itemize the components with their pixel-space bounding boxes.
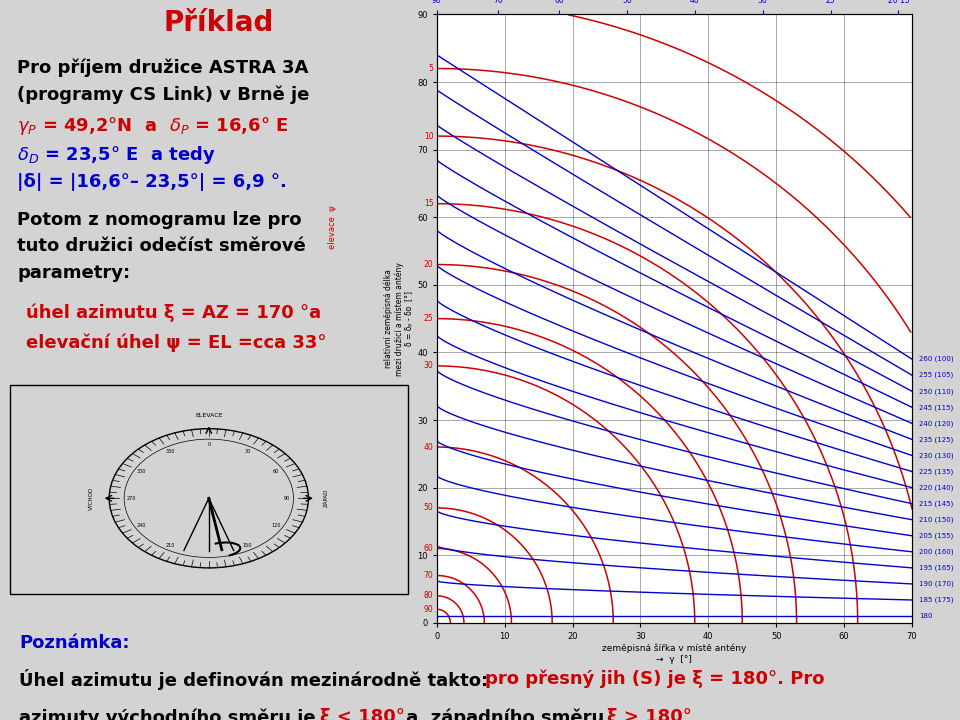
Text: 5: 5 xyxy=(428,64,433,73)
Text: 210: 210 xyxy=(165,543,175,548)
Text: 0: 0 xyxy=(207,441,210,446)
Text: 25: 25 xyxy=(423,314,433,323)
Text: 215 (145): 215 (145) xyxy=(919,500,953,507)
Text: 250 (110): 250 (110) xyxy=(919,388,953,395)
Text: $\gamma_P$ = 49,2°N  a  $\delta_P$ = 16,6° E: $\gamma_P$ = 49,2°N a $\delta_P$ = 16,6°… xyxy=(17,114,289,137)
Text: (93)
267: (93) 267 xyxy=(511,0,526,1)
Text: 210 (150): 210 (150) xyxy=(919,516,953,523)
Text: parametry:: parametry: xyxy=(17,264,131,282)
Text: 70: 70 xyxy=(423,571,433,580)
Text: úhel azimutu ξ = AZ = 170 °a: úhel azimutu ξ = AZ = 170 °a xyxy=(26,303,322,322)
X-axis label: zeměpisná šířka v místě antény
→  γ  [°]: zeměpisná šířka v místě antény → γ [°] xyxy=(602,644,747,664)
Text: Pro příjem družice ASTRA 3A: Pro příjem družice ASTRA 3A xyxy=(17,59,309,77)
Text: 255 (105): 255 (105) xyxy=(919,372,953,379)
Text: 225 (135): 225 (135) xyxy=(919,468,953,474)
Text: 180: 180 xyxy=(919,613,932,619)
Text: Příklad: Příklad xyxy=(163,9,274,37)
Text: 60: 60 xyxy=(273,469,279,474)
Text: 300: 300 xyxy=(137,469,146,474)
Text: Poznámka:: Poznámka: xyxy=(19,634,130,652)
Text: 30: 30 xyxy=(423,361,433,370)
Text: 50: 50 xyxy=(423,503,433,513)
Text: 90: 90 xyxy=(423,605,433,613)
Text: elevační úhel ψ = EL =cca 33°: elevační úhel ψ = EL =cca 33° xyxy=(26,333,326,351)
Text: 330: 330 xyxy=(165,449,175,454)
Text: tuto družici odečíst směrové: tuto družici odečíst směrové xyxy=(17,237,306,255)
Text: 200 (160): 200 (160) xyxy=(919,549,953,555)
Text: 30: 30 xyxy=(245,449,251,454)
Text: 40: 40 xyxy=(423,443,433,451)
Text: 220 (140): 220 (140) xyxy=(919,485,953,491)
Text: ξ > 180°: ξ > 180° xyxy=(607,708,692,720)
Text: 80: 80 xyxy=(423,591,433,600)
Text: |δ| = |16,6°– 23,5°| = 6,9 °.: |δ| = |16,6°– 23,5°| = 6,9 °. xyxy=(17,173,287,191)
Text: (90)
270: (90) 270 xyxy=(429,0,444,1)
Text: a  západního směru: a západního směru xyxy=(400,708,611,720)
Text: ELEVACE: ELEVACE xyxy=(195,413,223,418)
Text: 260 (100): 260 (100) xyxy=(919,356,953,362)
Text: (programy CS Link) v Brně je: (programy CS Link) v Brně je xyxy=(17,86,310,104)
Text: (95)
265: (95) 265 xyxy=(592,0,608,1)
Text: $\delta_D$ = 23,5° E  a tedy: $\delta_D$ = 23,5° E a tedy xyxy=(17,144,216,166)
Text: elevace  ψ: elevace ψ xyxy=(327,205,337,249)
Text: 60: 60 xyxy=(423,544,433,553)
Text: 150: 150 xyxy=(243,543,252,548)
Text: 190 (170): 190 (170) xyxy=(919,580,953,588)
Text: 245 (115): 245 (115) xyxy=(919,404,953,410)
Text: pro přesný jih (S) je ξ = 180°. Pro: pro přesný jih (S) je ξ = 180°. Pro xyxy=(485,670,825,688)
Text: 270: 270 xyxy=(127,496,135,501)
Text: ξ < 180°: ξ < 180° xyxy=(320,708,405,720)
Text: azimuty východního směru je: azimuty východního směru je xyxy=(19,708,322,720)
Text: 240: 240 xyxy=(137,523,146,528)
Text: ZÁPAD: ZÁPAD xyxy=(324,489,328,508)
Text: 195 (165): 195 (165) xyxy=(919,564,953,571)
Y-axis label: relativní zeměpisná délka
mezi družicí a místem antény
δ = δₚ - δᴅ  [°]: relativní zeměpisná délka mezi družicí a… xyxy=(383,261,415,376)
Text: 15: 15 xyxy=(423,199,433,208)
Text: 240 (120): 240 (120) xyxy=(919,420,953,427)
Text: VÝCHOD: VÝCHOD xyxy=(89,487,94,510)
Text: 205 (155): 205 (155) xyxy=(919,533,953,539)
Text: 20: 20 xyxy=(423,260,433,269)
Text: Úhel azimutu je definován mezinárodně takto:: Úhel azimutu je definován mezinárodně ta… xyxy=(19,670,494,690)
Text: 230 (130): 230 (130) xyxy=(919,452,953,459)
Text: 10: 10 xyxy=(423,132,433,140)
Text: Potom z nomogramu lze pro: Potom z nomogramu lze pro xyxy=(17,210,302,228)
Text: 120: 120 xyxy=(272,523,280,528)
Text: 90: 90 xyxy=(283,496,290,501)
Text: (97)
263: (97) 263 xyxy=(680,0,696,1)
Text: 235 (125): 235 (125) xyxy=(919,436,953,443)
Text: 185 (175): 185 (175) xyxy=(919,597,953,603)
